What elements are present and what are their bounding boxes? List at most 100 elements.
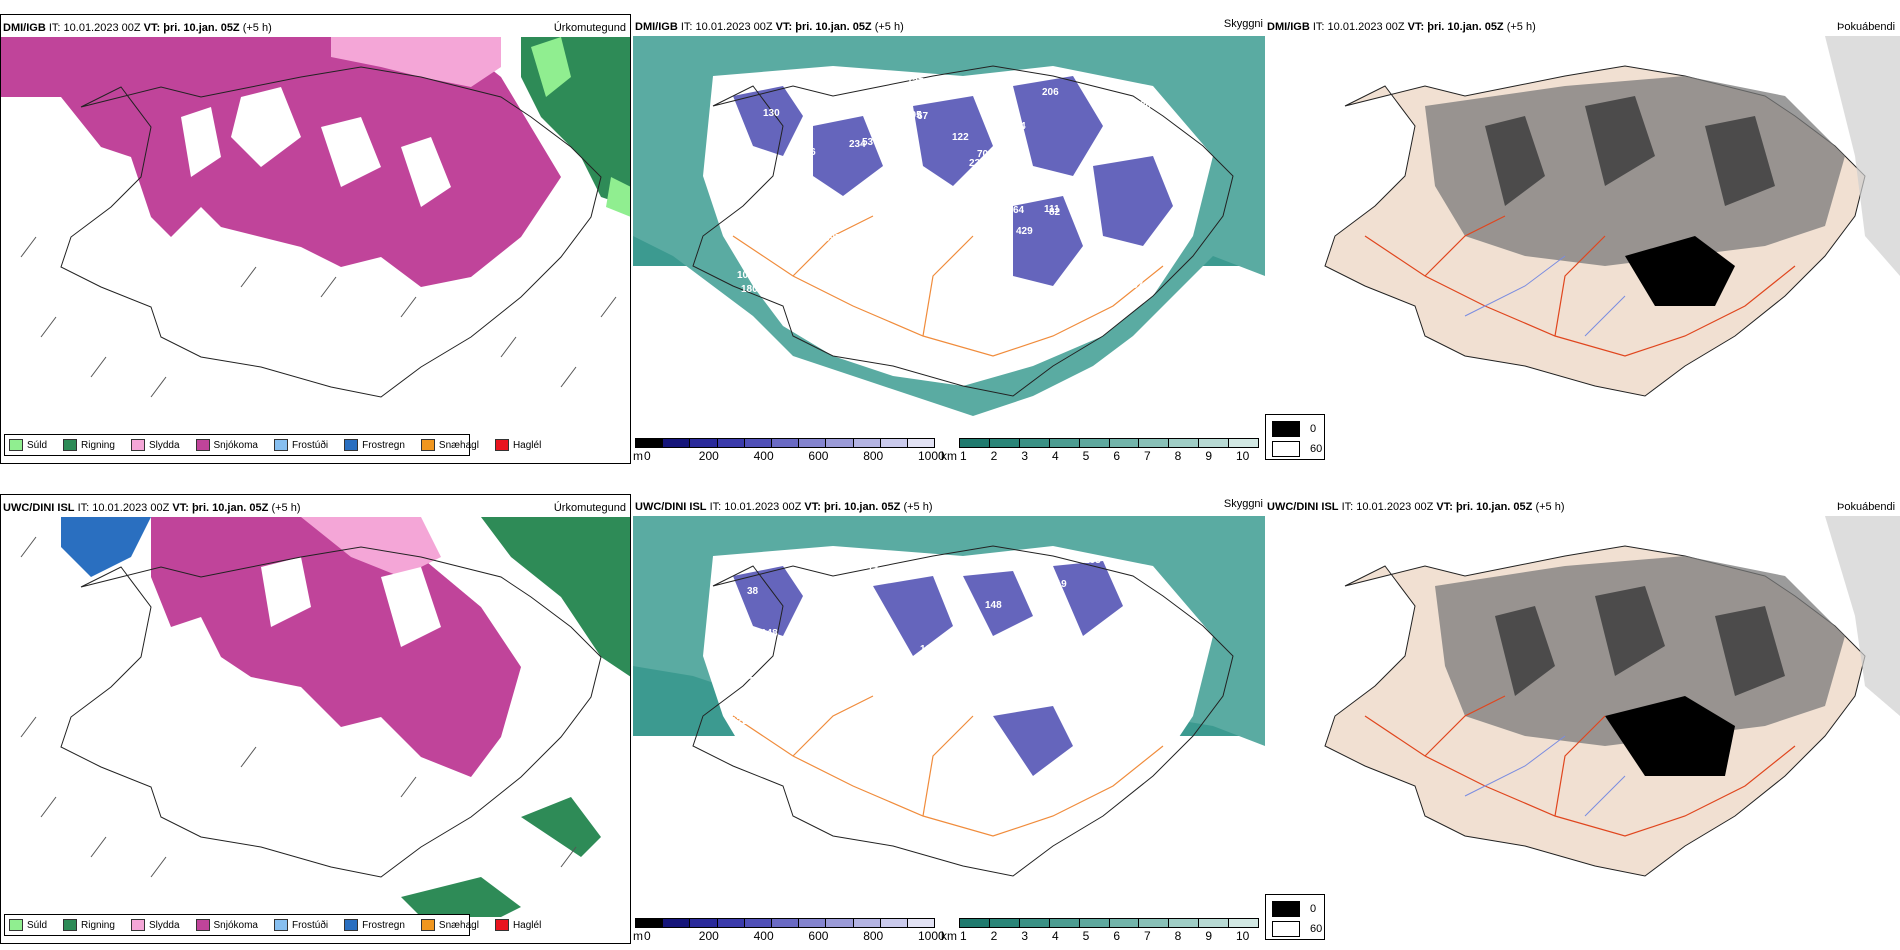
roads	[732, 215, 1164, 357]
height-label: 129	[756, 159, 773, 170]
colorbar-tick: 600	[808, 929, 829, 943]
colorbar-segment	[717, 919, 745, 927]
colorbar-segment	[717, 439, 745, 447]
colorbar-tick: 8	[1174, 929, 1182, 943]
colorbar-segment	[960, 919, 990, 927]
visibility-colorbar	[959, 918, 1259, 928]
precip-legend: Súld Rigning Slydda Snjókoma Frostúði Frostre…	[4, 914, 541, 936]
panel-header: UWC/DINI ISL IT: 10.01.2023 00Z VT: þri.…	[1267, 501, 1565, 513]
cloud-panel-bottom: UWC/DINI ISL IT: 10.01.2023 00Z VT: þri.…	[1265, 494, 1900, 944]
colorbar-tick: 2	[990, 929, 998, 943]
cloud-legend: 0 60	[1265, 414, 1325, 460]
precip-map	[1, 37, 630, 398]
colorbar-tick: 6	[1113, 929, 1121, 943]
colorbar-segment	[771, 919, 800, 927]
legend-swatch	[344, 439, 359, 451]
legend-swatch	[63, 919, 78, 931]
height-label: 206	[1042, 87, 1059, 98]
legend-swatch	[494, 439, 509, 451]
visibility-ticks: km 1 2 3 4 5 6 7 8 9 10	[941, 929, 1265, 943]
colorbar-segment	[1109, 919, 1140, 927]
colorbar-tick: 800	[863, 449, 884, 463]
height-label: 122	[952, 132, 969, 143]
legend-label: Snjókoma	[213, 439, 258, 451]
height-label: 239	[955, 292, 972, 303]
height-colorbar	[635, 438, 935, 448]
colorbar-segment	[1229, 439, 1259, 447]
precip-map	[20, 517, 630, 917]
height-label: 67	[783, 661, 795, 672]
height-label: 207	[1108, 739, 1125, 750]
colorbar-segment	[799, 919, 827, 927]
height-label: 227	[820, 705, 837, 716]
colorbar-segment	[907, 919, 935, 927]
height-label: 70	[977, 149, 989, 160]
height-label: 139	[778, 283, 795, 294]
product-title: Þokuábendi	[1837, 21, 1896, 33]
height-label: 130	[763, 108, 780, 119]
height-label: 107	[810, 260, 827, 271]
colorbar-tick: 1000	[918, 449, 945, 463]
sleet-area	[331, 37, 501, 87]
colorbar-tick: 600	[808, 449, 829, 463]
height-label: 205	[758, 239, 775, 250]
colorbar-segment	[1049, 919, 1080, 927]
drizzle-area	[531, 37, 630, 217]
height-label: 164	[1009, 121, 1026, 132]
colorbar-segment	[853, 919, 881, 927]
colorbar-segment	[989, 439, 1020, 447]
height-ticks: m 0 200 400 600 800 1000	[633, 929, 953, 943]
height-label: 148	[985, 600, 1002, 611]
product-title: Úrkomutegund	[553, 502, 626, 514]
height-label: 108	[902, 249, 919, 260]
height-label: 204	[821, 111, 838, 122]
legend-swatch	[9, 439, 23, 451]
legend-swatch	[195, 439, 210, 451]
height-label: 176	[1182, 151, 1199, 162]
legend-item: Frostregn	[344, 439, 405, 451]
height-label: 114	[1097, 641, 1114, 652]
height-label: 322	[770, 661, 787, 672]
height-label: 82	[1049, 207, 1061, 218]
height-label: 989	[1163, 139, 1180, 150]
colorbar-segment	[1019, 919, 1050, 927]
colorbar-tick: 10	[1236, 929, 1250, 943]
visibility-ticks: km 1 2 3 4 5 6 7 8 9 10	[941, 449, 1265, 463]
colorbar-segment	[690, 919, 718, 927]
height-colorbar	[635, 918, 935, 928]
precip-panel-bottom: UWC/DINI ISL IT: 10.01.2023 00Z VT: þri.…	[0, 494, 631, 944]
colorbar-tick: 4	[1052, 929, 1059, 943]
swatch-black	[1272, 421, 1300, 437]
height-labels: 204 419 154 376 151 67 38 97 131 148 107 84 144 190 14…	[731, 551, 1193, 787]
colorbar-segment	[744, 919, 772, 927]
height-label: 147	[977, 776, 994, 787]
legend-item: Snjókoma	[195, 919, 258, 931]
legend-item: Haglél	[494, 919, 541, 931]
visibility-map: 204 419 154 376 151 67 38 97 131 148 107 84 144 190 14…	[633, 516, 1265, 877]
legend-label: Snæhagl	[438, 919, 479, 931]
height-label: 376	[914, 672, 931, 683]
height-label: 285	[1176, 642, 1193, 653]
height-label: 122	[731, 716, 748, 727]
height-label: 141	[771, 234, 788, 245]
height-label: 224	[969, 158, 986, 169]
precip-legend: Súld Rigning Slydda Snjókoma Frostúði Frostre…	[4, 434, 541, 456]
legend-item: Slydda	[130, 439, 180, 451]
legend-label: Rigning	[81, 919, 115, 931]
legend-label: Súld	[27, 439, 48, 451]
wind-barbs	[20, 236, 617, 398]
height-label: 97	[1041, 604, 1053, 615]
height-label: 216	[799, 147, 816, 158]
colorbar-segment	[1169, 919, 1200, 927]
height-label: 233	[778, 638, 795, 649]
colorbar-tick: 8	[1174, 449, 1182, 463]
colorbar-segment	[771, 439, 800, 447]
height-label: 111	[1044, 204, 1060, 215]
colorbar-segment	[1199, 919, 1230, 927]
height-label: 429	[1016, 226, 1033, 237]
cloud-map	[1324, 516, 1900, 877]
colorbar-segment	[690, 439, 718, 447]
height-label: 922	[755, 721, 772, 732]
height-label: 144	[861, 561, 878, 572]
colorbar-tick: 800	[863, 929, 884, 943]
